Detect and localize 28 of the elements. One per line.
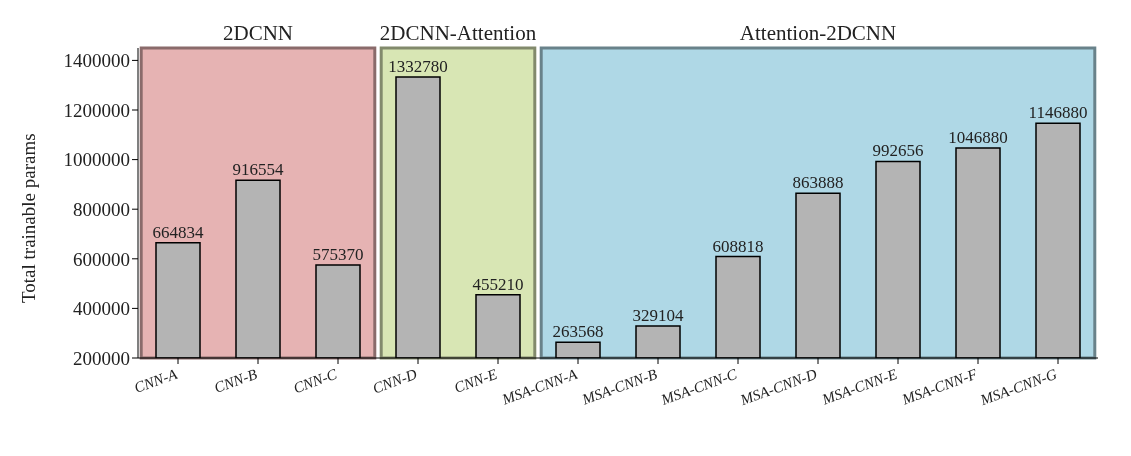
data-label: 455210	[472, 274, 524, 294]
y-tick-label: 1400000	[63, 50, 130, 72]
data-label: 863888	[792, 173, 844, 193]
x-tick-label: CNN-A	[132, 365, 180, 396]
data-label: 1046880	[948, 127, 1008, 147]
data-label: 575370	[312, 244, 364, 264]
y-tick-label: 200000	[73, 347, 130, 369]
y-tick-label: 800000	[73, 198, 130, 220]
y-tick-label: 600000	[73, 248, 130, 270]
band-label: Attention-2DCNN	[739, 21, 897, 45]
data-label: 608818	[712, 236, 764, 256]
data-label: 329104	[632, 305, 684, 325]
data-label: 916554	[232, 160, 284, 180]
x-tick-label: CNN-B	[212, 365, 260, 396]
data-label: 1332780	[388, 57, 448, 77]
y-tick-label: 1200000	[63, 99, 130, 121]
band-label: 2DCNN-Attention	[379, 21, 537, 45]
x-tick-label: CNN-E	[452, 365, 500, 396]
data-label: 1146880	[1028, 103, 1088, 123]
data-label: 992656	[872, 141, 924, 161]
y-tick-label: 1000000	[63, 149, 130, 171]
x-tick-label: CNN-C	[291, 365, 340, 397]
x-tick-label: CNN-D	[370, 365, 420, 397]
y-axis-title: Total trainable params	[17, 133, 39, 303]
y-tick-label: 400000	[73, 298, 130, 320]
band-label: 2DCNN	[222, 21, 294, 45]
data-label: 263568	[552, 322, 604, 342]
data-label: 664834	[152, 222, 204, 242]
